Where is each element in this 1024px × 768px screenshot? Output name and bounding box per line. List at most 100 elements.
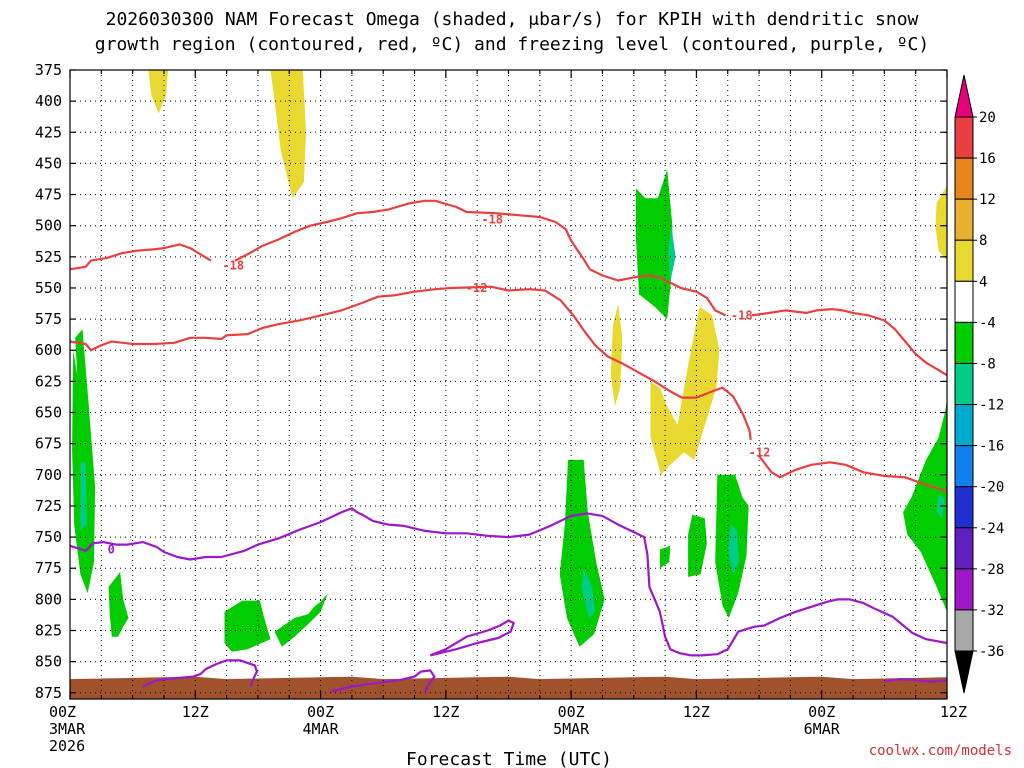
contour-label-purple-0-main: 0 bbox=[108, 543, 115, 557]
terrain-shading bbox=[70, 676, 947, 699]
colorbar-segment bbox=[954, 116, 974, 159]
colorbar-segment bbox=[954, 609, 974, 652]
colorbar-segment bbox=[954, 568, 974, 611]
y-tick-label: 850 bbox=[35, 653, 62, 671]
y-tick-label: 550 bbox=[35, 279, 62, 297]
colorbar-label: -20 bbox=[979, 480, 1004, 496]
temperature-contours: -18 -18 -18 -12 -12 0 bbox=[69, 199, 948, 694]
x-tick-label: 12Z bbox=[683, 703, 710, 721]
credit-text: coolwx.com/models bbox=[869, 743, 1012, 759]
omega-region-yellow-mid bbox=[650, 306, 720, 475]
omega-region-yellow-right-top bbox=[935, 185, 947, 261]
y-tick-label: 625 bbox=[35, 372, 62, 390]
colorbar-segment bbox=[954, 157, 974, 200]
contour-red-minus18-left bbox=[69, 243, 212, 271]
x-tick-label: 00Z bbox=[49, 703, 76, 721]
contour-red-minus18-right bbox=[751, 308, 948, 377]
colorbar-segment bbox=[954, 404, 974, 447]
y-tick-label: 750 bbox=[35, 528, 62, 546]
omega-region-green-small-753 bbox=[659, 545, 671, 569]
contour-label-red-minus12-main: -12 bbox=[466, 281, 488, 295]
y-axis-ticks: 375 400 425 450 475 500 525 550 575 600 625 650 675 7… bbox=[35, 61, 947, 702]
contour-red-minus12-right bbox=[758, 455, 948, 493]
x-tick-label: 4MAR bbox=[303, 720, 340, 738]
x-tick-label: 3MAR bbox=[49, 720, 86, 738]
x-tick-label: 12Z bbox=[182, 703, 209, 721]
y-tick-label: 575 bbox=[35, 310, 62, 328]
contour-purple-0-bottom-right bbox=[884, 677, 948, 683]
colorbar-label: -24 bbox=[979, 521, 1004, 537]
colorbar-label: 4 bbox=[979, 274, 987, 290]
contour-label-red-minus18-right: -18 bbox=[731, 308, 753, 322]
omega-region-green-top-mid bbox=[635, 169, 673, 320]
x-tick-label: 00Z bbox=[307, 703, 334, 721]
colorbar-label: 8 bbox=[979, 233, 987, 249]
x-tick-label: 5MAR bbox=[553, 720, 590, 738]
colorbar-label: -8 bbox=[979, 356, 996, 372]
colorbar-label: 12 bbox=[979, 192, 996, 208]
y-tick-label: 700 bbox=[35, 466, 62, 484]
contour-purple-0-main bbox=[69, 507, 948, 657]
contour-red-minus12-main bbox=[69, 285, 752, 441]
x-tick-label: 6MAR bbox=[804, 720, 841, 738]
omega-region-yellow-top-1 bbox=[148, 70, 169, 114]
y-tick-label: 775 bbox=[35, 559, 62, 577]
colorbar-label: -36 bbox=[979, 644, 1004, 660]
colorbar-bottom-arrow bbox=[954, 650, 974, 694]
y-tick-label: 675 bbox=[35, 435, 62, 453]
y-tick-label: 375 bbox=[35, 61, 62, 79]
colorbar-label: 16 bbox=[979, 151, 996, 167]
terrain-fill bbox=[70, 676, 947, 699]
colorbar-segment bbox=[954, 527, 974, 570]
colorbar-label: -28 bbox=[979, 562, 1004, 578]
y-tick-label: 475 bbox=[35, 186, 62, 204]
y-tick-label: 425 bbox=[35, 123, 62, 141]
x-tick-label: 00Z bbox=[558, 703, 585, 721]
x-tick-label: 2026 bbox=[49, 737, 85, 755]
contour-purple-0-bottom-left bbox=[142, 659, 258, 688]
colorbar-segment bbox=[954, 198, 974, 241]
omega-region-green-left bbox=[72, 329, 96, 594]
omega-region-green-small-800 bbox=[108, 572, 129, 637]
omega-region-teal-left bbox=[80, 462, 87, 531]
y-tick-label: 500 bbox=[35, 217, 62, 235]
x-tick-label: 12Z bbox=[940, 703, 967, 721]
colorbar: 20 16 12 8 4 -4 -8 -12 -16 -20 -24 -28 -32 -36 bbox=[954, 74, 1004, 694]
colorbar-segment bbox=[954, 321, 974, 364]
omega-region-teal-750 bbox=[581, 568, 596, 618]
colorbar-label: -12 bbox=[979, 398, 1004, 414]
contour-label-red-minus12-right: -12 bbox=[749, 445, 771, 459]
x-axis-label: Forecast Time (UTC) bbox=[406, 749, 612, 768]
y-tick-label: 525 bbox=[35, 248, 62, 266]
omega-region-yellow-narrow bbox=[610, 304, 623, 407]
colorbar-segment bbox=[954, 362, 974, 406]
plot-background bbox=[70, 70, 947, 699]
omega-region-teal-top-mid bbox=[668, 225, 676, 282]
grid-lines bbox=[70, 69, 947, 699]
omega-region-green-834-right bbox=[274, 593, 328, 647]
contour-label-red-minus18-main: -18 bbox=[481, 212, 503, 226]
colorbar-segment bbox=[954, 280, 974, 323]
chart-title-line1: 2026030300 NAM Forecast Omega (shaded, μ… bbox=[106, 9, 919, 30]
y-tick-label: 725 bbox=[35, 497, 62, 515]
contour-purple-0-loop bbox=[429, 619, 515, 657]
colorbar-segment bbox=[954, 445, 974, 488]
chart-title-line2: growth region (contoured, red, ºC) and f… bbox=[95, 34, 929, 55]
y-tick-label: 800 bbox=[35, 590, 62, 608]
x-tick-label: 00Z bbox=[808, 703, 835, 721]
y-tick-label: 650 bbox=[35, 404, 62, 422]
colorbar-segment bbox=[954, 486, 974, 529]
colorbar-label: 20 bbox=[979, 110, 996, 126]
y-tick-label: 400 bbox=[35, 92, 62, 110]
omega-region-green-748 bbox=[688, 514, 707, 577]
y-tick-label: 875 bbox=[35, 684, 62, 702]
colorbar-label: -16 bbox=[979, 439, 1004, 455]
colorbar-label: -32 bbox=[979, 603, 1004, 619]
colorbar-label: -4 bbox=[979, 315, 996, 331]
contour-label-red-minus18-left: -18 bbox=[222, 259, 244, 273]
y-tick-label: 450 bbox=[35, 154, 62, 172]
colorbar-segment bbox=[954, 239, 974, 282]
y-tick-label: 825 bbox=[35, 621, 62, 639]
